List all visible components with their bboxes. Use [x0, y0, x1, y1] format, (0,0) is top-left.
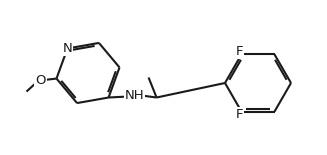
- Text: F: F: [236, 45, 243, 58]
- Text: F: F: [236, 108, 243, 121]
- Text: O: O: [35, 74, 46, 87]
- Text: N: N: [62, 42, 72, 55]
- Text: NH: NH: [125, 89, 145, 102]
